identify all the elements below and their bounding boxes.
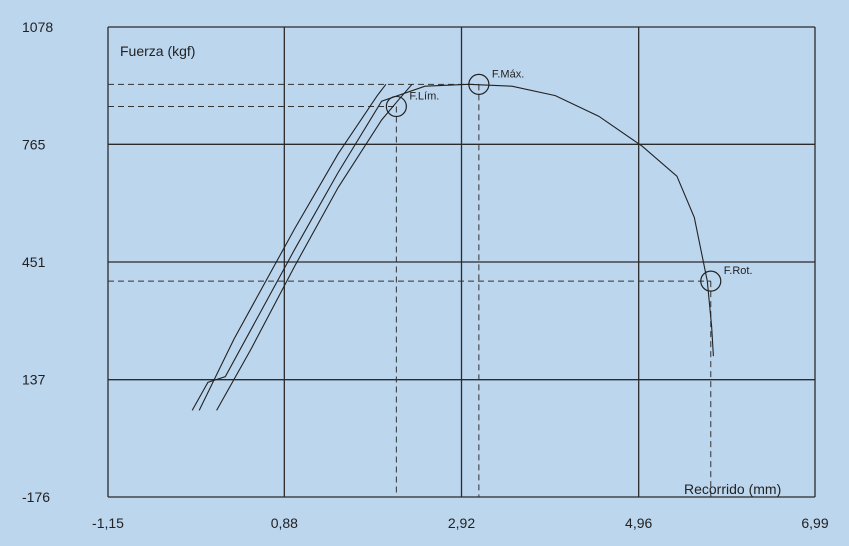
y-tick-label: 137 (22, 372, 46, 388)
y-tick-label: 451 (22, 254, 46, 270)
annotation-label: F.Máx. (492, 68, 524, 80)
marker-circle-0 (385, 95, 407, 118)
grid (107, 26, 816, 498)
marker-circle-1 (468, 73, 490, 95)
y-tick-label: 1078 (22, 19, 53, 35)
x-tick-label: 2,92 (448, 515, 475, 531)
x-tick-label: 4,96 (625, 515, 652, 531)
tick-labels: -1,15 0,88 2,92 4,96 6,99 1078 765 451 137 -176 (22, 19, 829, 531)
series-layer (191, 83, 714, 411)
x-tick-label: 6,99 (801, 515, 828, 531)
markers: F.Lím. F.Máx. F.Rot. (385, 68, 753, 292)
y-tick-label: 765 (22, 136, 46, 152)
x-axis-title: Recorrido (mm) (684, 481, 781, 497)
series-line-2 (216, 83, 413, 411)
series-line-0 (191, 83, 714, 411)
annotation-label: F.Rot. (724, 265, 753, 277)
x-tick-label: -1,15 (92, 515, 124, 531)
y-tick-label: -176 (22, 489, 50, 505)
x-tick-label: 0,88 (271, 515, 298, 531)
series-line-1 (198, 83, 387, 411)
y-axis-title: Fuerza (kgf) (120, 43, 195, 59)
annotation-label: F.Lím. (409, 90, 439, 102)
marker-circle-2 (700, 270, 722, 292)
